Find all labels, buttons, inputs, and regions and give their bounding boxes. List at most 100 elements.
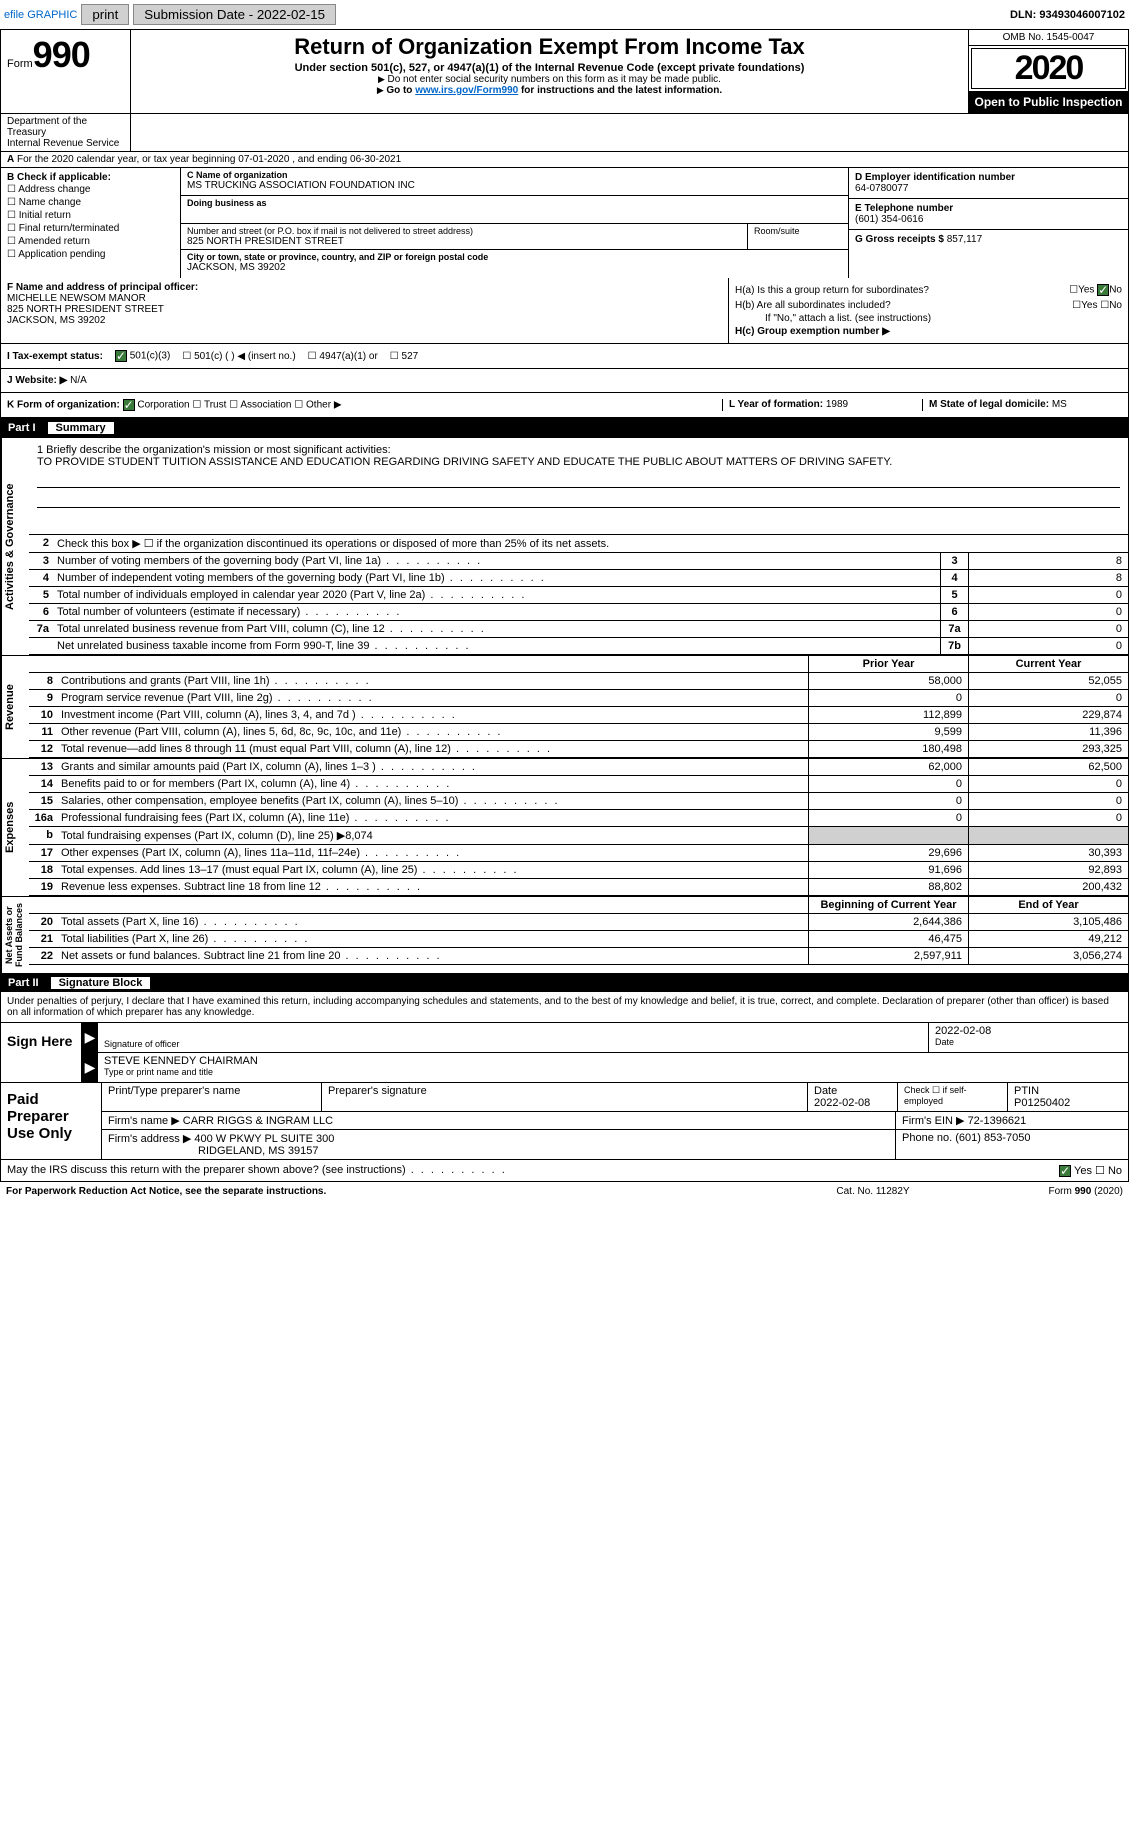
- note-goto: Go to www.irs.gov/Form990 for instructio…: [139, 85, 960, 96]
- irs-link[interactable]: www.irs.gov/Form990: [415, 85, 518, 96]
- chk-amended[interactable]: ☐ Amended return: [7, 235, 174, 248]
- 501c-label[interactable]: 501(c) ( ) ◀ (insert no.): [194, 351, 296, 362]
- na-col2: End of Year: [968, 897, 1128, 913]
- dba-label: Doing business as: [187, 198, 842, 208]
- rev-line: 9Program service revenue (Part VIII, lin…: [29, 690, 1128, 707]
- part1-title: Summary: [48, 422, 114, 434]
- line2-row: 2 Check this box ▶ ☐ if the organization…: [29, 535, 1128, 553]
- sign-here-row: Sign Here ▶ Signature of officer 2022-02…: [0, 1023, 1129, 1083]
- gov-line: 6Total number of volunteers (estimate if…: [29, 604, 1128, 621]
- phone-row: E Telephone number (601) 354-0616: [849, 199, 1128, 230]
- part2-num: Part II: [8, 977, 39, 989]
- cal-text: For the 2020 calendar year, or tax year …: [17, 154, 401, 165]
- chk-initial[interactable]: ☐ Initial return: [7, 209, 174, 222]
- chk-corp[interactable]: [123, 399, 135, 411]
- j-label: J Website: ▶: [7, 375, 67, 386]
- col-de: D Employer identification number 64-0780…: [848, 168, 1128, 278]
- d-label: D Employer identification number: [855, 172, 1122, 183]
- dept-row: Department of the Treasury Internal Reve…: [0, 114, 1129, 152]
- discuss-yes-chk[interactable]: [1059, 1165, 1071, 1177]
- website-value: N/A: [70, 375, 87, 386]
- header-title-cell: Return of Organization Exempt From Incom…: [131, 30, 968, 113]
- chk-501c3[interactable]: [115, 350, 127, 362]
- dln-label: DLN:: [1010, 9, 1039, 21]
- gov-line: 3Number of voting members of the governi…: [29, 553, 1128, 570]
- gov-line: 4Number of independent voting members of…: [29, 570, 1128, 587]
- ha-yes[interactable]: Yes: [1078, 285, 1094, 296]
- k-assoc[interactable]: Association: [240, 400, 291, 411]
- efile-link[interactable]: efile GRAPHIC: [4, 9, 77, 21]
- officer-name-line: ▶ STEVE KENNEDY CHAIRMAN Type or print n…: [82, 1053, 1128, 1082]
- k-other[interactable]: Other ▶: [306, 400, 341, 411]
- 501c3-label: 501(c)(3): [130, 351, 171, 362]
- gov-line: 5Total number of individuals employed in…: [29, 587, 1128, 604]
- public-inspection: Open to Public Inspection: [969, 91, 1128, 113]
- netassets-section: Net Assets or Fund Balances Beginning of…: [0, 897, 1129, 974]
- street-cell: Number and street (or P.O. box if mail i…: [181, 224, 748, 249]
- hc-label: H(c) Group exemption number ▶: [735, 326, 890, 337]
- opt-name: Name change: [19, 197, 81, 208]
- dln: DLN: 93493046007102: [1010, 9, 1125, 21]
- ha-no-check[interactable]: [1097, 284, 1109, 296]
- submission-date: 2022-02-15: [257, 7, 325, 22]
- governance-section: Activities & Governance 1 Briefly descri…: [0, 437, 1129, 656]
- rev-line: 11Other revenue (Part VIII, column (A), …: [29, 724, 1128, 741]
- na-col-hdr: Beginning of Current Year End of Year: [29, 897, 1128, 914]
- org-name-row: C Name of organization MS TRUCKING ASSOC…: [181, 168, 848, 196]
- print-button[interactable]: print: [81, 4, 129, 25]
- pra-notice: For Paperwork Reduction Act Notice, see …: [6, 1186, 773, 1197]
- mission-label: 1 Briefly describe the organization's mi…: [37, 444, 1120, 456]
- hb-yes[interactable]: Yes: [1081, 300, 1097, 311]
- form-foot: Form 990 (2020): [973, 1186, 1123, 1197]
- rev-col-hdr: b Prior Year Current Year: [29, 656, 1128, 673]
- preparer-row: Paid Preparer Use Only Print/Type prepar…: [0, 1083, 1129, 1160]
- col-c-org: C Name of organization MS TRUCKING ASSOC…: [181, 168, 848, 278]
- rev-body: b Prior Year Current Year 8Contributions…: [29, 656, 1128, 758]
- sig-date-val: 2022-02-08: [935, 1025, 1122, 1037]
- officer-addr1: 825 NORTH PRESIDENT STREET: [7, 304, 722, 315]
- blank-line-2: [37, 494, 1120, 508]
- topbar: efile GRAPHIC print Submission Date - 20…: [0, 0, 1129, 29]
- part2-title: Signature Block: [51, 977, 151, 989]
- form-subtitle: Under section 501(c), 527, or 4947(a)(1)…: [139, 62, 960, 74]
- hb-no[interactable]: No: [1109, 300, 1122, 311]
- 527-label[interactable]: 527: [402, 351, 419, 362]
- blank-line-3: [37, 514, 1120, 528]
- submission-date-button[interactable]: Submission Date - 2022-02-15: [133, 4, 336, 25]
- officer-name-val: STEVE KENNEDY CHAIRMAN: [104, 1055, 1122, 1067]
- firm-addr-val: 400 W PKWY PL SUITE 300: [194, 1133, 334, 1145]
- exp-line: 15Salaries, other compensation, employee…: [29, 793, 1128, 810]
- city-state-zip: JACKSON, MS 39202: [187, 262, 842, 273]
- na-line: 21Total liabilities (Part X, line 26)46,…: [29, 931, 1128, 948]
- col-prior: Prior Year: [808, 656, 968, 672]
- k-trust[interactable]: Trust: [204, 400, 226, 411]
- year-formation: L Year of formation: 1989: [722, 399, 922, 411]
- opt-amend: Amended return: [18, 236, 90, 247]
- mission-block: 1 Briefly describe the organization's mi…: [29, 438, 1128, 535]
- chk-pending[interactable]: ☐ Application pending: [7, 248, 174, 261]
- chk-final[interactable]: ☐ Final return/terminated: [7, 222, 174, 235]
- chk-name-change[interactable]: ☐ Name change: [7, 196, 174, 209]
- opt-final: Final return/terminated: [19, 223, 120, 234]
- 4947-label[interactable]: 4947(a)(1) or: [319, 351, 377, 362]
- prep-self[interactable]: Check ☐ if self-employed: [898, 1083, 1008, 1111]
- discuss-no[interactable]: No: [1108, 1165, 1122, 1177]
- street-address: 825 NORTH PRESIDENT STREET: [187, 236, 741, 247]
- sig-officer-label: Signature of officer: [104, 1039, 922, 1049]
- calendar-year-line: A For the 2020 calendar year, or tax yea…: [1, 152, 1128, 168]
- dba-row: Doing business as: [181, 196, 848, 224]
- firm-city-val: RIDGELAND, MS 39157: [108, 1145, 318, 1157]
- firm-phone-lab: Phone no.: [902, 1132, 955, 1144]
- ptin-lab: PTIN: [1014, 1085, 1039, 1097]
- c-name-label: C Name of organization: [187, 170, 842, 180]
- prep-date-lab: Date: [814, 1085, 837, 1097]
- i-label: I Tax-exempt status:: [7, 351, 103, 362]
- na-line: 20Total assets (Part X, line 16)2,644,38…: [29, 914, 1128, 931]
- addr-row: Number and street (or P.O. box if mail i…: [181, 224, 848, 250]
- form-number-cell: Form990: [1, 30, 131, 113]
- year-cell: OMB No. 1545-0047 2020 Open to Public In…: [968, 30, 1128, 113]
- ptin-val: P01250402: [1014, 1097, 1070, 1109]
- h-note: If "No," attach a list. (see instruction…: [735, 313, 1122, 324]
- footer: For Paperwork Reduction Act Notice, see …: [0, 1182, 1129, 1201]
- chk-address-change[interactable]: ☐ Address change: [7, 183, 174, 196]
